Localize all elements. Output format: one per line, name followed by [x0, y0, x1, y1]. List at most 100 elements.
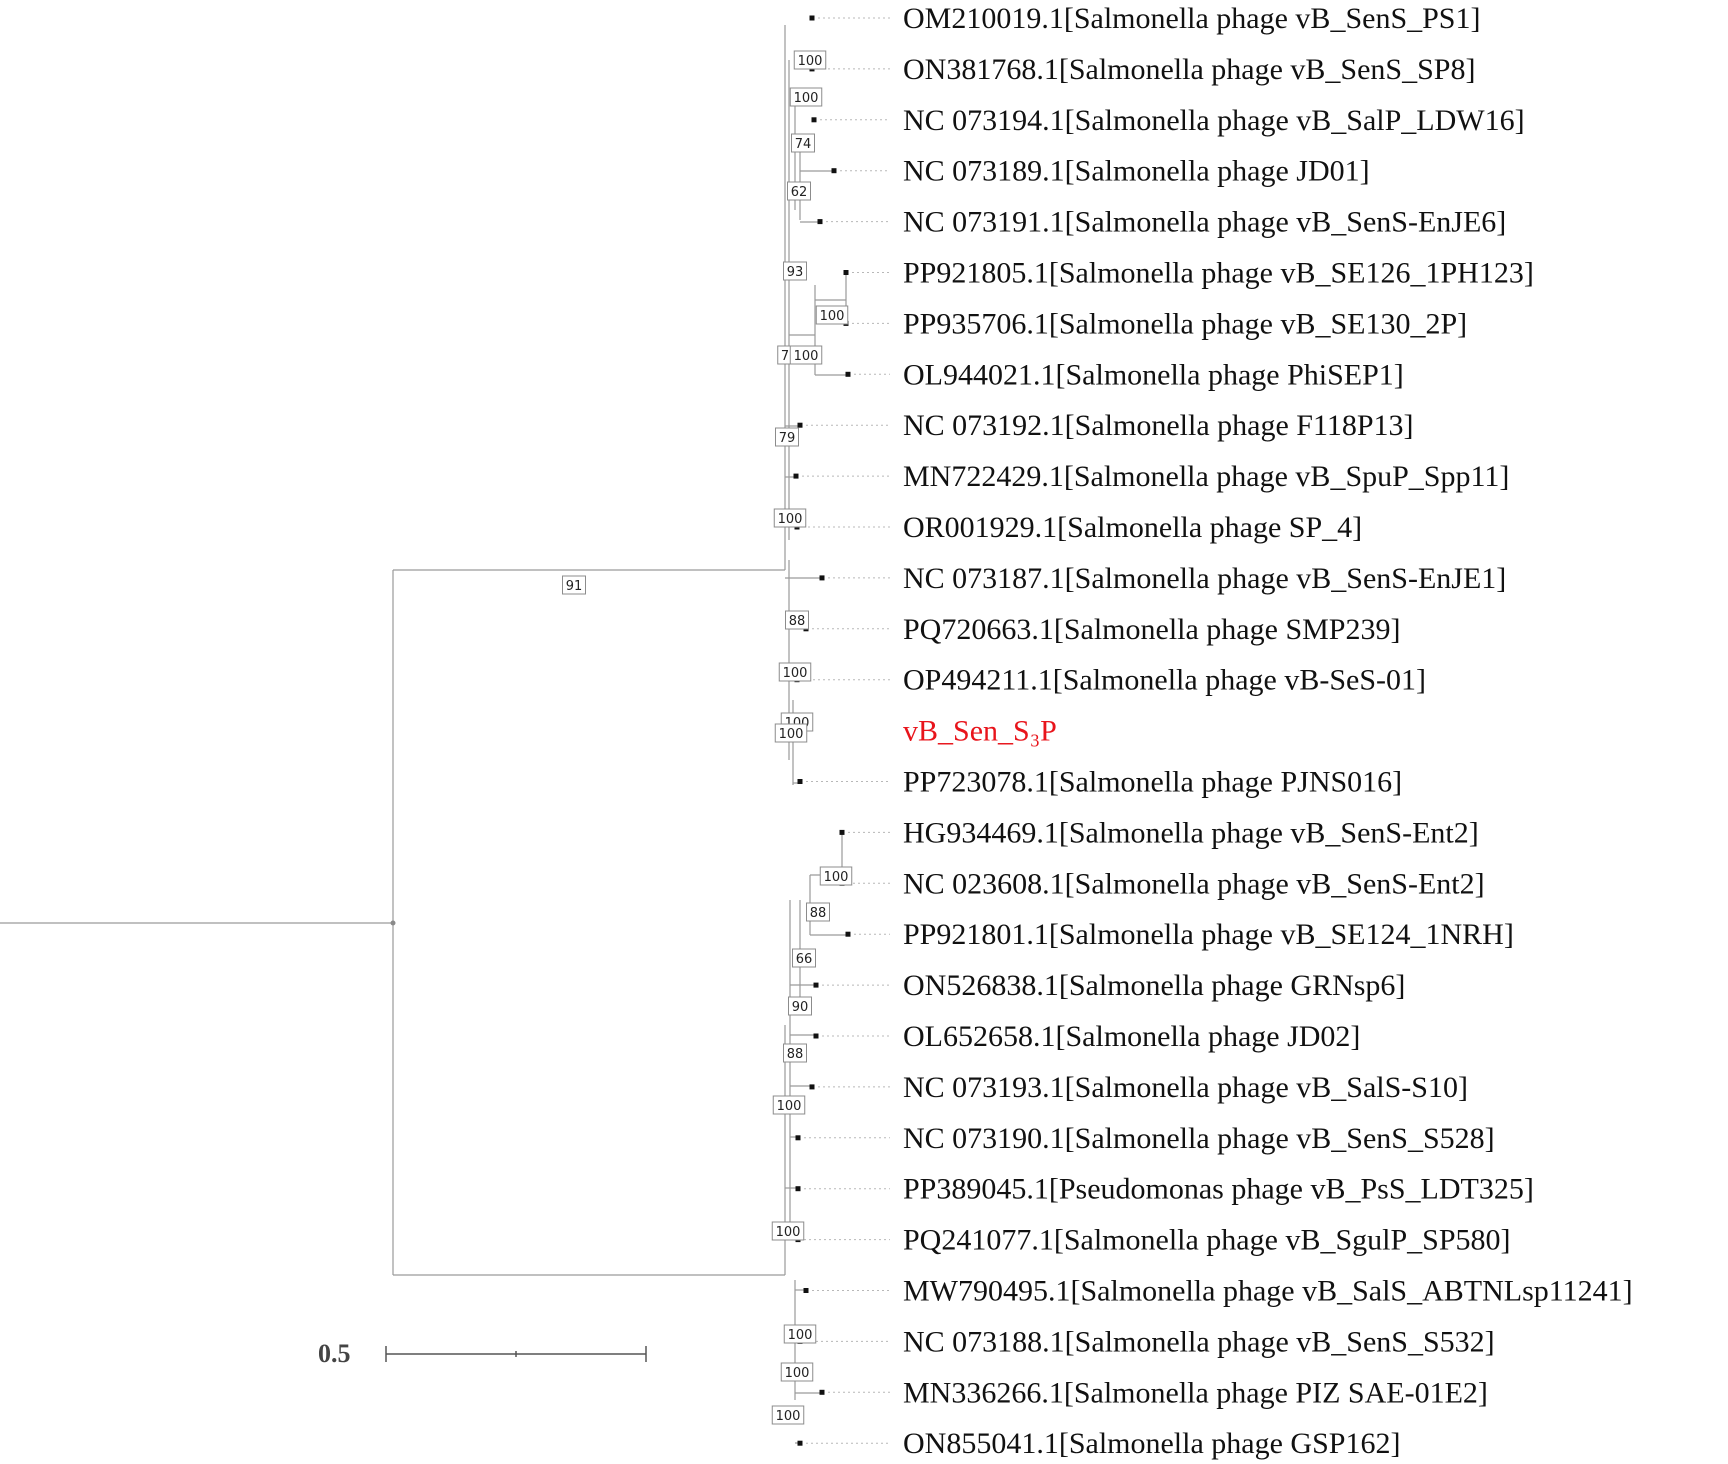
tip-dot — [819, 575, 825, 581]
leaf-label: MN336266.1[Salmonella phage PIZ SAE-01E2… — [903, 1376, 1488, 1409]
tip-dot — [843, 270, 849, 275]
tip-dot — [845, 931, 851, 937]
svg-text:93: 93 — [787, 265, 804, 280]
svg-text:62: 62 — [791, 185, 808, 200]
leaf-label: NC 073193.1[Salmonella phage vB_SalS-S10… — [903, 1071, 1468, 1104]
svg-text:79: 79 — [779, 431, 796, 446]
leaf-label: PP921801.1[Salmonella phage vB_SE124_1NR… — [903, 918, 1514, 951]
svg-text:100: 100 — [783, 666, 808, 681]
bootstrap-label: 100 — [774, 723, 808, 743]
leaf-label: PP921805.1[Salmonella phage vB_SE126_1PH… — [903, 257, 1534, 290]
tip-dot — [839, 829, 845, 835]
tip-dot — [819, 1389, 825, 1395]
svg-text:100: 100 — [788, 1328, 813, 1343]
svg-text:90: 90 — [792, 1000, 809, 1015]
leaf-label: MW790495.1[Salmonella phage vB_SalS_ABTN… — [903, 1275, 1633, 1308]
tip-dot — [797, 1440, 803, 1446]
tip-dot — [797, 422, 803, 428]
bootstrap-label: 100 — [773, 508, 807, 528]
leaf-labels: OM210019.1[Salmonella phage vB_SenS_PS1]… — [903, 2, 1633, 1460]
bootstrap-label: 88 — [783, 1043, 807, 1063]
tip-dot — [809, 1084, 815, 1090]
leaf-label: NC 073194.1[Salmonella phage vB_SalP_LDW… — [903, 104, 1525, 137]
scale-bar-label: 0.5 — [318, 1339, 351, 1368]
leaf-label: PP389045.1[Pseudomonas phage vB_PsS_LDT3… — [903, 1173, 1534, 1206]
svg-text:100: 100 — [794, 91, 819, 106]
leaf-label: NC 023608.1[Salmonella phage vB_SenS-Ent… — [903, 867, 1485, 900]
svg-text:100: 100 — [820, 309, 845, 324]
leaf-label: OL652658.1[Salmonella phage JD02] — [903, 1020, 1360, 1053]
svg-text:100: 100 — [776, 1409, 801, 1424]
bootstrap-label: 100 — [771, 1405, 805, 1425]
leaf-label: PQ720663.1[Salmonella phage SMP239] — [903, 613, 1400, 646]
tip-dot — [817, 219, 823, 225]
tip-dot — [797, 779, 803, 784]
tip-dot — [795, 1186, 801, 1192]
svg-text:7: 7 — [781, 349, 789, 364]
tip-dot — [811, 117, 817, 123]
svg-text:88: 88 — [810, 906, 827, 921]
svg-text:88: 88 — [787, 1047, 804, 1062]
tip-dot — [793, 473, 799, 479]
bootstrap-label: 100 — [778, 662, 812, 682]
bootstrap-label: 100 — [815, 305, 849, 325]
leaf-label: OP494211.1[Salmonella phage vB-SeS-01] — [903, 664, 1426, 697]
leaf-label: ON381768.1[Salmonella phage vB_SenS_SP8] — [903, 53, 1475, 86]
leaf-label: OR001929.1[Salmonella phage SP_4] — [903, 511, 1362, 544]
bootstrap-label: 74 — [791, 133, 815, 153]
svg-text:100: 100 — [779, 727, 804, 742]
svg-text:100: 100 — [777, 1099, 802, 1114]
leaf-label: MN722429.1[Salmonella phage vB_SpuP_Spp1… — [903, 460, 1509, 493]
tip-dot — [809, 15, 815, 21]
leaf-label-query: vB_Sen_S₃P — [903, 715, 1057, 748]
svg-text:100: 100 — [794, 349, 819, 364]
tip-dot — [813, 982, 819, 988]
bootstrap-label: 100 — [819, 866, 853, 886]
leaf-label: PP935706.1[Salmonella phage vB_SE130_2P] — [903, 307, 1467, 340]
bootstrap-label: 88 — [785, 610, 809, 630]
bootstrap-labels: 100 100 74 62 93 100 7 100 79 100 91 88 100 100 100 100… — [562, 50, 853, 1425]
svg-text:74: 74 — [795, 137, 812, 152]
leaf-label: ON526838.1[Salmonella phage GRNsp6] — [903, 969, 1405, 1002]
leaf-label: NC 073188.1[Salmonella phage vB_SenS_S53… — [903, 1325, 1495, 1358]
tip-dot — [831, 168, 837, 174]
svg-text:100: 100 — [776, 1225, 801, 1240]
bootstrap-label: 79 — [775, 427, 799, 447]
svg-text:100: 100 — [798, 54, 823, 69]
leaf-connectors — [802, 17, 890, 1444]
tip-dot — [795, 1135, 801, 1141]
bootstrap-label: 93 — [783, 261, 807, 281]
leaf-label: NC 073192.1[Salmonella phage F118P13] — [903, 409, 1414, 442]
bootstrap-label: 62 — [787, 181, 811, 201]
bootstrap-label: 66 — [792, 948, 816, 968]
tip-dot — [813, 1033, 819, 1039]
svg-text:100: 100 — [778, 512, 803, 527]
bootstrap-label: 100 — [780, 1362, 814, 1382]
leaf-label: ON855041.1[Salmonella phage GSP162] — [903, 1427, 1400, 1460]
tip-dot — [803, 1288, 809, 1293]
leaf-label: OM210019.1[Salmonella phage vB_SenS_PS1] — [903, 2, 1481, 35]
leaf-label: HG934469.1[Salmonella phage vB_SenS-Ent2… — [903, 816, 1479, 849]
leaf-label: NC 073189.1[Salmonella phage JD01] — [903, 155, 1370, 188]
leaf-label: NC 073187.1[Salmonella phage vB_SenS-EnJ… — [903, 562, 1506, 595]
bootstrap-label: 100 — [783, 1324, 817, 1344]
bootstrap-label: 88 — [806, 902, 830, 922]
tip-dot — [845, 371, 851, 377]
tree-branches — [0, 25, 848, 1444]
svg-text:91: 91 — [566, 579, 583, 594]
bootstrap-label: 100 — [789, 87, 823, 107]
scale-bar: 0.5 — [318, 1339, 647, 1368]
leaf-label: NC 073191.1[Salmonella phage vB_SenS-EnJ… — [903, 206, 1506, 239]
bootstrap-label: 90 — [788, 996, 812, 1016]
svg-text:100: 100 — [785, 1366, 810, 1381]
leaf-label: NC 073190.1[Salmonella phage vB_SenS_S52… — [903, 1122, 1495, 1155]
svg-text:66: 66 — [796, 952, 813, 967]
svg-text:88: 88 — [789, 614, 806, 629]
svg-text:100: 100 — [824, 870, 849, 885]
bootstrap-label: 100 — [789, 345, 823, 365]
bootstrap-label: 100 — [772, 1095, 806, 1115]
bootstrap-label: 91 — [562, 575, 586, 595]
leaf-label: PQ241077.1[Salmonella phage vB_SgulP_SP5… — [903, 1224, 1511, 1257]
bootstrap-label: 100 — [771, 1221, 805, 1241]
